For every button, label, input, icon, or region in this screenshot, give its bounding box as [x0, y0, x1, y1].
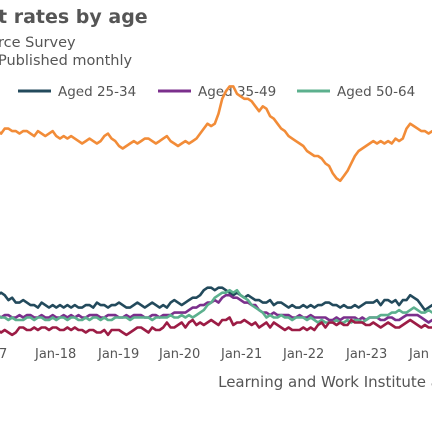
- x-axis: -17 Jan-18 Jan-19 Jan-20 Jan-21 Jan-22 Jan-23 J…: [0, 347, 429, 362]
- x-tick-label: Jan: [408, 347, 429, 362]
- legend-label-aged_50_64: Aged 50-64: [337, 84, 415, 100]
- x-tick-label: Jan-20: [158, 347, 200, 362]
- chart-subtitle: rce Survey: [0, 35, 76, 51]
- chart-title: t rates by age: [0, 6, 148, 28]
- series-line-crimson: [0, 316, 432, 337]
- x-tick-label: Jan-22: [282, 347, 324, 362]
- chart-subtitle-frequency: Published monthly: [0, 53, 133, 69]
- chart-legend: Aged 25-34 Aged 35-49 Aged 50-64: [18, 84, 415, 100]
- x-tick-label: -17: [0, 347, 7, 362]
- source-note: Learning and Work Institute a: [218, 373, 432, 391]
- x-tick-label: Jan-18: [34, 347, 76, 362]
- x-tick-label: Jan-21: [220, 347, 262, 362]
- x-tick-label: Jan-23: [345, 347, 387, 362]
- series-line-orange: [0, 85, 432, 183]
- series-layer: [0, 85, 432, 337]
- legend-label-aged_25_34: Aged 25-34: [58, 84, 136, 100]
- series-line-aged_25_34: [0, 286, 432, 312]
- x-tick-label: Jan-19: [97, 347, 139, 362]
